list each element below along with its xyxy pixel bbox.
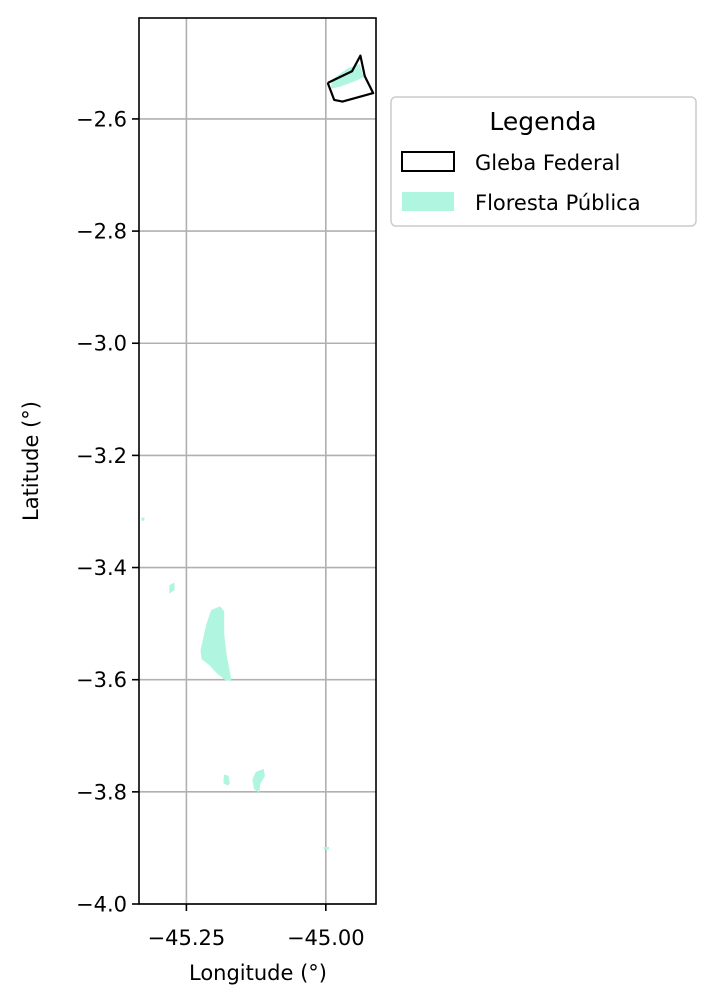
x-axis-ticks: −45.25 −45.00 [148,904,365,950]
y-axis-ticks: −2.6 −2.8 −3.0 −3.2 −3.4 −3.6 −3.8 −4.0 [76,107,139,917]
legend-floresta-publica-label: Floresta Pública [475,191,641,215]
floresta-publica-area [169,582,175,594]
gleba-federal-layer [326,54,375,103]
x-axis-label: Longitude (°) [189,961,327,985]
floresta-publica-area [223,774,230,786]
floresta-publica-area [252,768,265,793]
legend-gleba-federal-swatch [401,151,455,172]
grid-lines [139,18,376,905]
y-tick-label: −3.0 [76,332,127,356]
x-tick-label: −45.25 [148,926,226,950]
floresta-publica-area [323,847,330,850]
floresta-publica-area [200,606,232,682]
floresta-publica-layer [141,63,364,850]
floresta-publica-area [330,63,364,89]
legend-box [390,96,697,227]
legend-gleba-federal-label: Gleba Federal [475,151,620,175]
y-tick-label: −3.8 [76,780,127,804]
y-tick-label: −2.6 [76,107,127,131]
y-tick-label: −3.4 [76,556,127,580]
y-tick-label: −4.0 [76,893,127,917]
legend: Legenda Gleba Federal Floresta Pública [390,96,697,227]
x-tick-label: −45.00 [287,926,365,950]
legend-title: Legenda [489,107,596,136]
y-tick-label: −3.6 [76,668,127,692]
y-tick-label: −2.8 [76,220,127,244]
y-axis-label: Latitude (°) [19,401,43,521]
gleba-federal-outline [326,54,375,103]
plot-frame [138,17,377,905]
y-tick-label: −3.2 [76,444,127,468]
floresta-publica-area [141,517,145,521]
legend-floresta-publica-swatch [402,192,454,211]
